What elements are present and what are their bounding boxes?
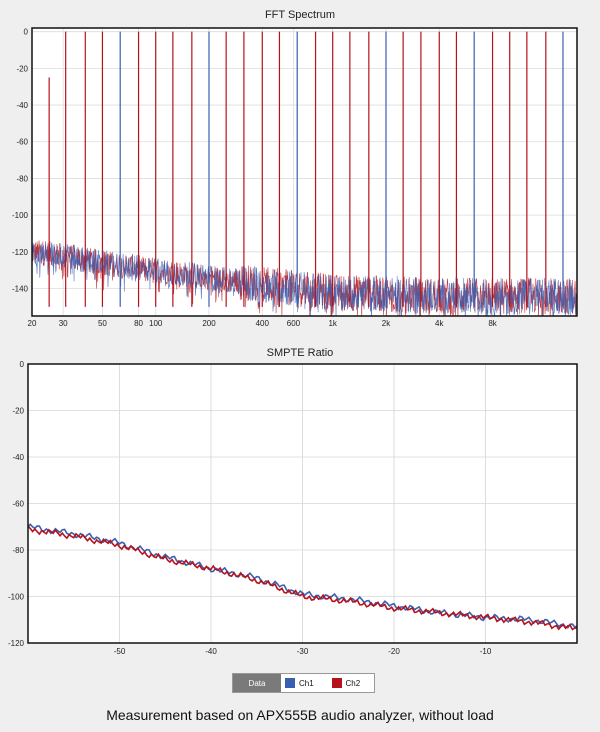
smpte-x-tick-label: -50 bbox=[114, 647, 126, 656]
fft-x-tick-label: 2k bbox=[382, 319, 391, 328]
fft-x-tick-label: 200 bbox=[202, 319, 216, 328]
fft-x-tick-label: 8k bbox=[488, 319, 497, 328]
fft-plot-frame bbox=[31, 27, 578, 317]
chart-legend: Data Ch1 Ch2 bbox=[232, 673, 375, 693]
legend-item-ch1: Ch1 bbox=[281, 674, 328, 692]
fft-y-tick-label: -140 bbox=[12, 284, 29, 293]
smpte-chart-title: SMPTE Ratio bbox=[266, 347, 334, 359]
fft-x-tick-label: 30 bbox=[59, 319, 68, 328]
fft-y-tick-label: -60 bbox=[16, 138, 28, 147]
fft-y-tick-label: -120 bbox=[12, 248, 29, 257]
smpte-y-tick-label: -60 bbox=[12, 500, 24, 509]
fft-plot-area bbox=[32, 28, 577, 316]
smpte-y-tick-label: -100 bbox=[8, 593, 25, 602]
smpte-series-ch2 bbox=[27, 525, 578, 631]
legend-label-ch2: Ch2 bbox=[345, 678, 361, 688]
fft-x-tick-label: 50 bbox=[98, 319, 107, 328]
fft-y-tick-label: -80 bbox=[16, 174, 28, 183]
legend-header: Data bbox=[233, 674, 281, 692]
fft-x-tick-label: 4k bbox=[435, 319, 444, 328]
smpte-x-tick-label: -20 bbox=[388, 647, 400, 656]
smpte-x-tick-label: -10 bbox=[480, 647, 492, 656]
fft-x-tick-label: 600 bbox=[287, 319, 301, 328]
smpte-x-tick-label: -40 bbox=[205, 647, 217, 656]
smpte-x-tick-label: -30 bbox=[297, 647, 309, 656]
smpte-y-tick-label: -80 bbox=[12, 546, 24, 555]
fft-x-tick-label: 1k bbox=[328, 319, 337, 328]
fft-noise-ch1 bbox=[32, 241, 577, 316]
fft-y-tick-label: -40 bbox=[16, 101, 28, 110]
ch1-swatch bbox=[285, 678, 295, 688]
legend-label-ch1: Ch1 bbox=[299, 678, 314, 688]
fft-spectrum-chart: 0 -20 -40 -60 -80 -100 -120 -140 20 30 50 80 100 200 4… bbox=[12, 27, 578, 328]
fft-y-tick-label: 0 bbox=[24, 28, 29, 37]
smpte-y-tick-label: 0 bbox=[20, 360, 25, 369]
fft-plot-group bbox=[32, 31, 577, 316]
smpte-plot-frame bbox=[27, 363, 578, 644]
smpte-y-tick-label: -40 bbox=[12, 453, 24, 462]
legend-item-ch2: Ch2 bbox=[328, 674, 375, 692]
measurement-caption: Measurement based on APX555B audio analy… bbox=[106, 707, 494, 723]
smpte-y-tick-label: -120 bbox=[8, 639, 25, 648]
fft-y-tick-label: -100 bbox=[12, 211, 29, 220]
fft-y-tick-label: -20 bbox=[16, 64, 28, 73]
fft-x-tick-label: 80 bbox=[134, 319, 143, 328]
fft-x-tick-label: 100 bbox=[149, 319, 163, 328]
ch2-swatch bbox=[331, 678, 342, 688]
fft-chart-title: FFT Spectrum bbox=[264, 9, 336, 21]
smpte-y-tick-label: -20 bbox=[12, 407, 24, 416]
fft-x-tick-label: 20 bbox=[28, 319, 37, 328]
fft-x-tick-label: 400 bbox=[256, 319, 270, 328]
smpte-ratio-chart: 0 -20 -40 -60 -80 -100 -120 -50 -40 -30 -20 -10 bbox=[8, 360, 578, 656]
